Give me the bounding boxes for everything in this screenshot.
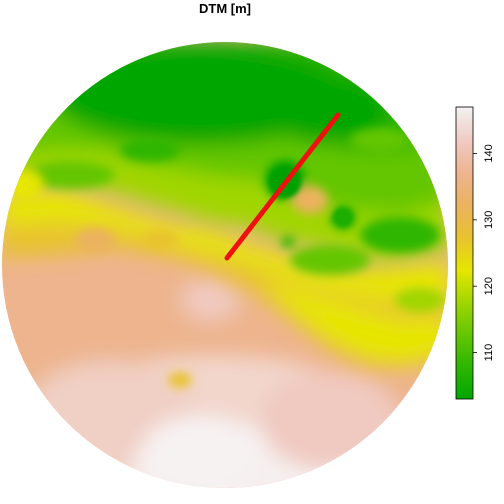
legend-color-bar — [455, 106, 474, 400]
legend-tick-label: 140 — [483, 144, 495, 162]
legend-tick-label: 110 — [483, 344, 495, 362]
legend-tick-label: 120 — [483, 277, 495, 295]
legend: 110 120 130 140 — [455, 106, 495, 400]
legend-ticks: 110 120 130 140 — [473, 144, 495, 361]
map-title: DTM [m] — [199, 1, 251, 16]
elevation-raster — [2, 42, 448, 488]
transect-line — [224, 112, 341, 261]
legend-tick-label: 130 — [483, 211, 495, 229]
